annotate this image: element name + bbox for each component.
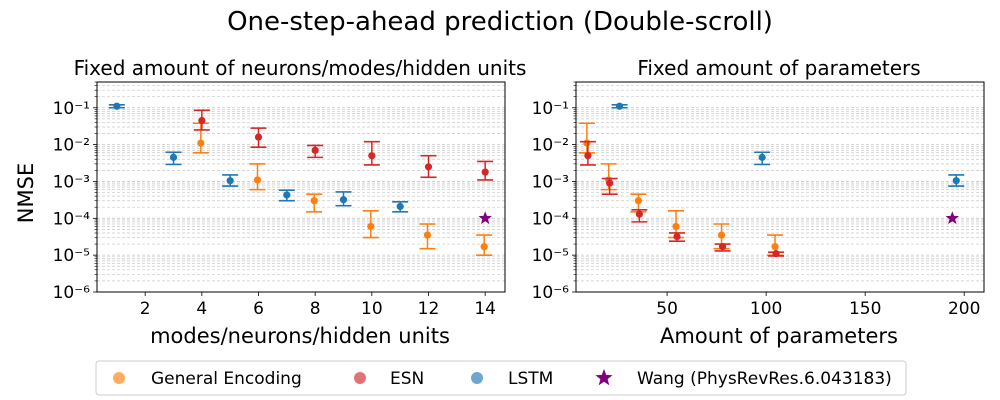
legend-label-lstm: LSTM	[508, 369, 553, 389]
legend-frame	[95, 360, 907, 396]
right-panel: Fixed amount of parameters 10⁻⁶10⁻⁵10⁻⁴1…	[532, 56, 985, 348]
esn-data-point	[198, 116, 206, 125]
lstm-data-point	[952, 177, 960, 185]
right-panel-title: Fixed amount of parameters	[637, 56, 920, 80]
left-plot-area: 10⁻⁶ 10⁻⁵ 10⁻⁴ 10⁻³ 10⁻² 10⁻¹ 2 4 6 8 10 12 14	[53, 81, 506, 319]
y-tick-label: 10⁻⁵	[532, 246, 569, 266]
general-encoding-data-point	[480, 243, 488, 251]
general-encoding-data-point	[197, 139, 205, 147]
general-encoding-data-point	[423, 231, 432, 239]
right-x-axis-label: Amount of parameters	[660, 324, 898, 348]
general-encoding-data-point	[310, 197, 318, 205]
y-tick-label: 10⁻⁴	[53, 209, 91, 229]
y-tick-label: 10⁻⁶	[53, 283, 91, 303]
y-axis-label: NMSE	[14, 163, 38, 223]
y-tick-label: 10⁻²	[53, 136, 90, 156]
y-tick-label: 10⁻⁵	[53, 246, 90, 266]
general-encoding-data-point	[771, 243, 779, 251]
y-tick-label: 10⁻⁶	[532, 283, 570, 303]
general-encoding-data-point	[672, 222, 680, 231]
right-plot-area: 10⁻⁶ 10⁻⁵ 10⁻⁴ 10⁻³ 10⁻² 10⁻¹ 50 100 150 200	[532, 81, 985, 319]
x-tick-label: 4	[196, 299, 207, 319]
wang-physrevres-6-043183-star-marker	[478, 211, 492, 224]
general-encoding-data-point	[367, 222, 375, 231]
esn-data-point	[254, 133, 263, 141]
esn-data-point	[635, 210, 643, 218]
axes-frame	[575, 81, 985, 293]
y-tick-label: 10⁻⁴	[532, 209, 570, 229]
esn-data-point	[584, 152, 592, 160]
lstm-data-point	[113, 102, 121, 110]
y-tick-label: 10⁻²	[532, 136, 569, 156]
x-tick-label: 12	[418, 299, 440, 319]
x-tick-label: 200	[948, 299, 980, 319]
esn-data-point	[673, 232, 681, 241]
legend-marker-general-encoding	[113, 372, 125, 384]
general-encoding-data-point	[717, 231, 726, 239]
esn-data-point	[718, 243, 727, 251]
lstm-data-point	[758, 153, 766, 161]
y-tick-label: 10⁻³	[53, 172, 90, 192]
figure-title: One-step-ahead prediction (Double-scroll…	[227, 7, 773, 37]
x-tick-label: 100	[750, 299, 782, 319]
general-encoding-data-point	[583, 139, 591, 147]
left-panel: Fixed amount of neurons/modes/hidden uni…	[14, 56, 526, 348]
lstm-data-point	[283, 191, 291, 199]
lstm-data-point	[615, 102, 624, 110]
esn-data-point	[424, 163, 433, 171]
legend-label-esn: ESN	[390, 369, 424, 389]
legend: General Encoding ESN LSTM Wang (PhysRevR…	[95, 360, 907, 396]
legend-marker-esn	[354, 372, 366, 384]
y-tick-label: 10⁻³	[532, 172, 569, 192]
left-panel-title: Fixed amount of neurons/modes/hidden uni…	[74, 56, 527, 80]
y-tick-label: 10⁻¹	[53, 99, 90, 119]
lstm-data-point	[396, 202, 404, 211]
esn-data-point	[311, 146, 319, 154]
left-x-axis-label: modes/neurons/hidden units	[150, 324, 450, 348]
esn-data-point	[606, 179, 614, 187]
x-tick-label: 8	[310, 299, 321, 319]
esn-data-point	[772, 250, 780, 258]
legend-label-wang: Wang (PhysRevRes.6.043183)	[637, 369, 892, 389]
x-tick-label: 150	[849, 299, 881, 319]
legend-label-general-encoding: General Encoding	[151, 369, 302, 389]
x-tick-label: 6	[253, 299, 264, 319]
axes-frame	[96, 81, 506, 293]
legend-marker-wang-star-icon	[595, 369, 613, 386]
x-tick-label: 14	[474, 299, 496, 319]
legend-marker-lstm	[471, 372, 483, 384]
x-tick-label: 50	[656, 299, 678, 319]
x-tick-label: 10	[361, 299, 383, 319]
esn-data-point	[368, 152, 376, 160]
y-tick-label: 10⁻¹	[532, 99, 569, 119]
general-encoding-data-point	[634, 197, 642, 205]
lstm-data-point	[169, 153, 178, 161]
esn-data-point	[481, 168, 489, 176]
general-encoding-data-point	[253, 176, 262, 184]
wang-physrevres-6-043183-star-marker	[945, 211, 959, 224]
lstm-data-point	[339, 196, 348, 204]
lstm-data-point	[226, 177, 234, 185]
x-tick-label: 2	[140, 299, 151, 319]
